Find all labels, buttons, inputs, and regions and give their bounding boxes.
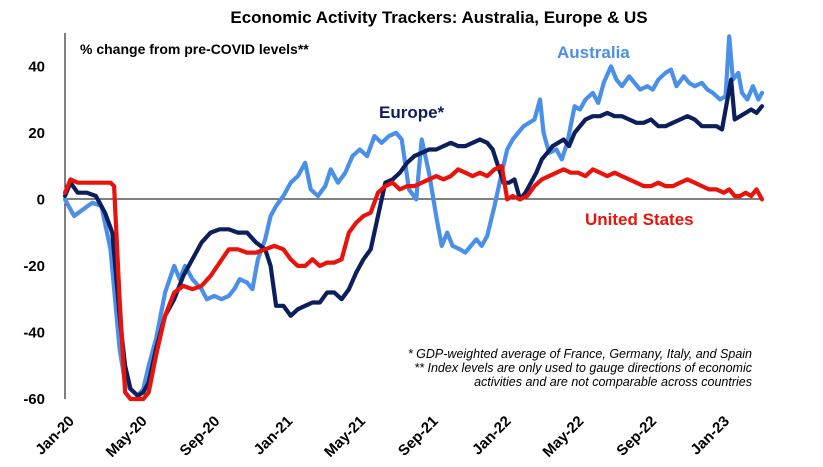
y-tick-label: 0 — [37, 191, 45, 208]
x-tick-label: Sep-21 — [395, 413, 442, 460]
chart-title: Economic Activity Trackers: Australia, E… — [230, 8, 647, 27]
x-tick-label: Sep-20 — [177, 413, 224, 460]
y-tick-label: 20 — [28, 125, 45, 142]
footnote-3: activities and are not comparable across… — [474, 375, 752, 389]
y-tick-label: -60 — [23, 391, 45, 408]
x-tick-label: Jan-23 — [687, 413, 733, 459]
x-tick-label: May-22 — [539, 413, 587, 461]
chart-subtitle: % change from pre-COVID levels** — [80, 41, 309, 57]
series-line-australia — [62, 34, 765, 398]
series-group — [62, 34, 765, 402]
y-tick-label: -20 — [23, 258, 45, 275]
y-tick-group: -60 -40 -20 0 20 40 — [23, 58, 45, 408]
series-label-united-states: United States — [585, 210, 694, 229]
x-tick-label: May-20 — [103, 413, 151, 461]
x-tick-label: Jan-20 — [32, 413, 78, 459]
footnote-1: * GDP-weighted average of France, German… — [408, 347, 752, 361]
y-tick-label: -40 — [23, 324, 45, 341]
x-tick-label: Sep-22 — [613, 413, 660, 460]
footnote-2: ** Index levels are only used to gauge d… — [414, 361, 752, 375]
x-tick-group: Jan-20 May-20 Sep-20 Jan-21 May-21 Sep-21 Jan-… — [32, 413, 733, 461]
x-tick-label: May-21 — [321, 413, 369, 461]
x-tick-label: Jan-22 — [469, 413, 515, 459]
y-tick-label: 40 — [28, 58, 45, 75]
series-label-europe: Europe* — [379, 103, 445, 122]
x-tick-label: Jan-21 — [251, 413, 297, 459]
series-line-united-states — [62, 164, 765, 402]
series-label-australia: Australia — [557, 43, 630, 62]
series-line-europe — [62, 77, 765, 398]
